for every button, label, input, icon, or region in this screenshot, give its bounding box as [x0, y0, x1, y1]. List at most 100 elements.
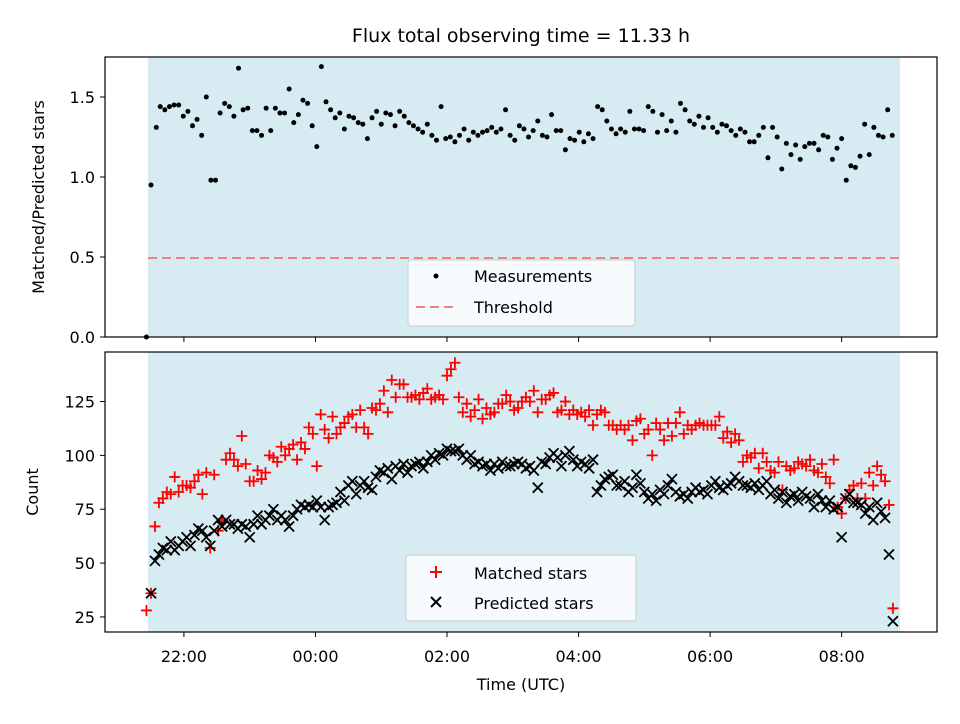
predicted-star-point: [804, 492, 816, 505]
measurement-point: [539, 132, 545, 138]
matched-star-point: [279, 449, 291, 461]
measurement-point: [701, 124, 707, 130]
measurement-point: [180, 113, 186, 119]
measurement-point: [572, 137, 578, 143]
matched-star-point: [338, 417, 350, 429]
measurement-point: [797, 156, 803, 162]
predicted-star-point: [500, 460, 512, 472]
predicted-star-point: [453, 443, 465, 455]
matched-star-point: [362, 428, 374, 440]
matched-star-point: [256, 473, 268, 485]
matched-star-point: [165, 488, 177, 500]
measurement-point: [374, 108, 380, 114]
measurement-point: [862, 121, 868, 127]
matched-star-point: [480, 402, 492, 414]
matched-star-point: [863, 467, 875, 479]
measurement-point: [806, 140, 812, 146]
measurement-point: [282, 110, 288, 116]
predicted-star-point: [587, 454, 599, 466]
predicted-star-point: [492, 462, 504, 474]
matched-star-point: [626, 434, 638, 446]
predicted-star-point: [319, 514, 331, 526]
matched-star-point: [449, 357, 461, 369]
measurement-point: [194, 116, 200, 122]
bottom-legend: Matched stars Predicted stars: [405, 554, 637, 622]
measurement-point: [470, 129, 476, 135]
matched-star-point: [370, 404, 382, 416]
measurement-point: [770, 124, 776, 130]
measurement-point: [526, 134, 532, 140]
predicted-star-point: [824, 494, 836, 507]
top-y-axis-label: Matched/Predicted stars: [29, 100, 48, 294]
predicted-star-point: [204, 540, 216, 552]
measurement-point: [217, 110, 223, 116]
measurement-point: [323, 99, 329, 105]
predicted-star-point: [749, 477, 761, 490]
predicted-star-point: [366, 484, 378, 496]
measurement-point: [249, 128, 255, 134]
matched-star-point: [500, 389, 512, 401]
measurement-point: [185, 108, 191, 114]
measurement-point: [747, 139, 753, 145]
measurement-point: [682, 107, 688, 113]
predicted-star-point: [196, 525, 208, 537]
measurement-point: [567, 136, 573, 142]
matched-star-point: [374, 398, 386, 410]
x-tick-label: 00:00: [292, 647, 338, 666]
measurement-point: [585, 131, 591, 137]
measurement-point: [176, 102, 182, 108]
measurement-point: [466, 137, 472, 143]
bottom-y-axis-label: Count: [23, 468, 42, 516]
measurement-point: [728, 128, 734, 134]
matched-star-point: [555, 404, 567, 416]
predicted-star-point: [532, 482, 544, 494]
predicted-star-point: [184, 540, 197, 552]
measurement-point: [627, 108, 633, 114]
measurement-point: [461, 126, 467, 132]
measurement-point: [558, 128, 564, 134]
measurement-point: [231, 113, 237, 119]
measurement-point: [802, 144, 808, 150]
measurement-point: [433, 137, 439, 143]
top-y-tick-label: 0.5: [70, 248, 95, 267]
matched-star-point: [437, 393, 449, 405]
predicted-star-point: [394, 464, 406, 477]
matched-star-point: [559, 396, 571, 408]
measurement-point: [756, 132, 762, 138]
measurement-point: [535, 118, 541, 124]
predicted-star-point: [808, 501, 820, 513]
predicted-star-point: [820, 501, 832, 513]
measurement-point: [415, 126, 421, 132]
measurement-point: [212, 177, 218, 183]
measurement-point: [452, 139, 458, 145]
measurement-point: [245, 105, 251, 111]
predicted-star-point: [776, 486, 789, 498]
predicted-star-point: [871, 497, 883, 509]
measurement-point: [737, 126, 743, 132]
chart-title: Flux total observing time = 11.33 h: [352, 25, 690, 47]
measurement-point: [875, 132, 881, 138]
matched-star-point: [299, 443, 311, 455]
predicted-star-point: [165, 535, 177, 548]
measurement-point: [286, 86, 292, 92]
matched-star-point: [871, 460, 883, 472]
predicted-star-point: [244, 531, 256, 543]
measurement-point: [300, 97, 306, 103]
predicted-star-point: [812, 488, 824, 500]
measurement-point: [475, 132, 481, 138]
measurement-point: [291, 120, 297, 126]
matched-star-point: [883, 499, 895, 511]
bottom-plot-frame: [104, 351, 938, 633]
matched-star-point: [295, 436, 307, 448]
predicted-star-point: [591, 486, 603, 498]
measurement-point: [378, 121, 384, 127]
matched-star-point: [477, 413, 489, 425]
measurement-point: [816, 147, 822, 153]
measurement-point: [650, 108, 656, 114]
bottom-y-tick-label: 50: [75, 554, 95, 573]
bottom-y-tick-label: 125: [64, 393, 95, 412]
predicted-star-point: [484, 464, 497, 477]
measurement-point: [484, 128, 490, 134]
measurement-point: [631, 126, 637, 132]
predicted-star-point: [638, 486, 650, 498]
